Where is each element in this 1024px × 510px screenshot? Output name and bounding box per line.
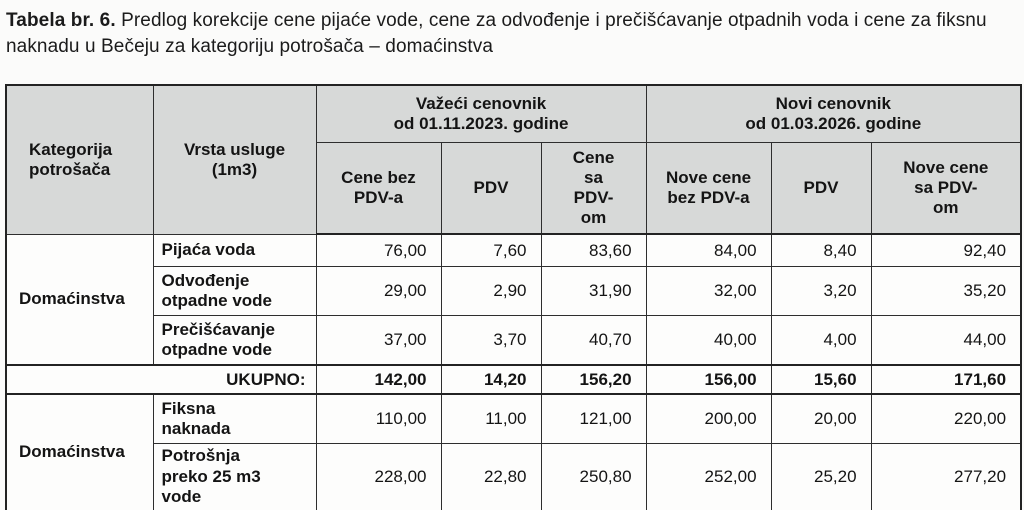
row-potrosnja-preko-25m3: Potrošnja preko 25 m3 vode 228,00 22,80 … — [6, 443, 1022, 510]
cell-value: 220,00 — [870, 393, 1022, 445]
row-fiksna-naknada: Domaćinstva Fiksna naknada 110,00 11,00 … — [5, 393, 1022, 510]
header-group-row: Kategorija potrošača Vrsta usluge (1m3) … — [5, 84, 1022, 235]
cell-category-households-top: Domaćinstva — [5, 233, 154, 366]
cell-service: Prečišćavanje otpadne vode — [152, 315, 317, 366]
price-table: Kategorija potrošača Vrsta usluge (1m3) … — [5, 84, 1023, 510]
header-price-excl-vat: Cene bez PDV-a — [315, 142, 442, 236]
cell-value: 37,00 — [315, 315, 442, 366]
header-vat: PDV — [440, 142, 542, 236]
cell-value: 121,00 — [540, 393, 647, 445]
header-service-type: Vrsta usluge (1m3) — [152, 84, 317, 235]
cell-value: 228,00 — [315, 443, 442, 510]
title-text: Predlog korekcije cene pijaće vode, cene… — [6, 10, 987, 58]
cell-value: 92,40 — [870, 233, 1022, 268]
cell-service: Potrošnja preko 25 m3 vode — [152, 443, 317, 510]
cell-total-value: 171,60 — [870, 364, 1022, 396]
cell-service: Odvođenje otpadne vode — [152, 266, 317, 317]
header-new-pricelist: Novi cenovnik od 01.03.2026. godine — [645, 84, 1022, 144]
cell-value: 3,20 — [770, 266, 872, 317]
document-title: Tabela br. 6. Predlog korekcije cene pij… — [6, 8, 1016, 60]
cell-value: 250,80 — [540, 443, 647, 510]
cell-value: 29,00 — [315, 266, 442, 317]
cell-total-value: 14,20 — [440, 364, 542, 396]
cell-value: 84,00 — [645, 233, 772, 268]
cell-value: 277,20 — [870, 443, 1022, 510]
cell-category-households-bottom: Domaćinstva — [5, 393, 154, 510]
cell-total-value: 156,00 — [645, 364, 772, 396]
cell-total-value: 142,00 — [315, 364, 442, 396]
cell-value: 83,60 — [540, 233, 647, 268]
cell-total-value: 156,20 — [540, 364, 647, 396]
title-table-number: Tabela br. 6. — [6, 10, 116, 31]
cell-value: 20,00 — [770, 393, 872, 445]
header-category: Kategorija potrošača — [5, 84, 154, 235]
cell-service: Pijaća voda — [152, 233, 317, 268]
cell-value: 31,90 — [540, 266, 647, 317]
cell-value: 40,00 — [645, 315, 772, 366]
row-total: UKUPNO: 142,00 14,20 156,20 156,00 15,60… — [5, 364, 1022, 396]
cell-value: 8,40 — [770, 233, 872, 268]
header-price-incl-vat: Cene sa PDV- om — [540, 142, 647, 236]
cell-value: 252,00 — [645, 443, 772, 510]
row-pijaca-voda: Domaćinstva Pijaća voda 76,00 7,60 83,60… — [5, 233, 1022, 366]
cell-value: 76,00 — [315, 233, 442, 268]
cell-value: 200,00 — [645, 393, 772, 445]
header-sub-row: Cene bez PDV-a PDV Cene sa PDV- om Nove … — [6, 142, 1022, 236]
cell-total-value: 15,60 — [770, 364, 872, 396]
cell-value: 22,80 — [440, 443, 542, 510]
header-new-price-excl-vat: Nove cene bez PDV-a — [645, 142, 772, 236]
header-new-price-incl-vat: Nove cene sa PDV- om — [870, 142, 1022, 236]
cell-value: 35,20 — [870, 266, 1022, 317]
cell-value: 7,60 — [440, 233, 542, 268]
row-precistavanje: Prečišćavanje otpadne vode 37,00 3,70 40… — [6, 315, 1022, 366]
cell-total-label: UKUPNO: — [5, 364, 317, 396]
cell-value: 25,20 — [770, 443, 872, 510]
cell-value: 4,00 — [770, 315, 872, 366]
cell-service: Fiksna naknada — [152, 393, 317, 445]
cell-value: 11,00 — [440, 393, 542, 445]
row-odvodjenje: Odvođenje otpadne vode 29,00 2,90 31,90 … — [6, 266, 1022, 317]
cell-value: 2,90 — [440, 266, 542, 317]
cell-value: 3,70 — [440, 315, 542, 366]
cell-value: 44,00 — [870, 315, 1022, 366]
header-new-vat: PDV — [770, 142, 872, 236]
header-current-pricelist: Važeći cenovnik od 01.11.2023. godine — [315, 84, 647, 144]
cell-value: 32,00 — [645, 266, 772, 317]
cell-value: 40,70 — [540, 315, 647, 366]
cell-value: 110,00 — [315, 393, 442, 445]
